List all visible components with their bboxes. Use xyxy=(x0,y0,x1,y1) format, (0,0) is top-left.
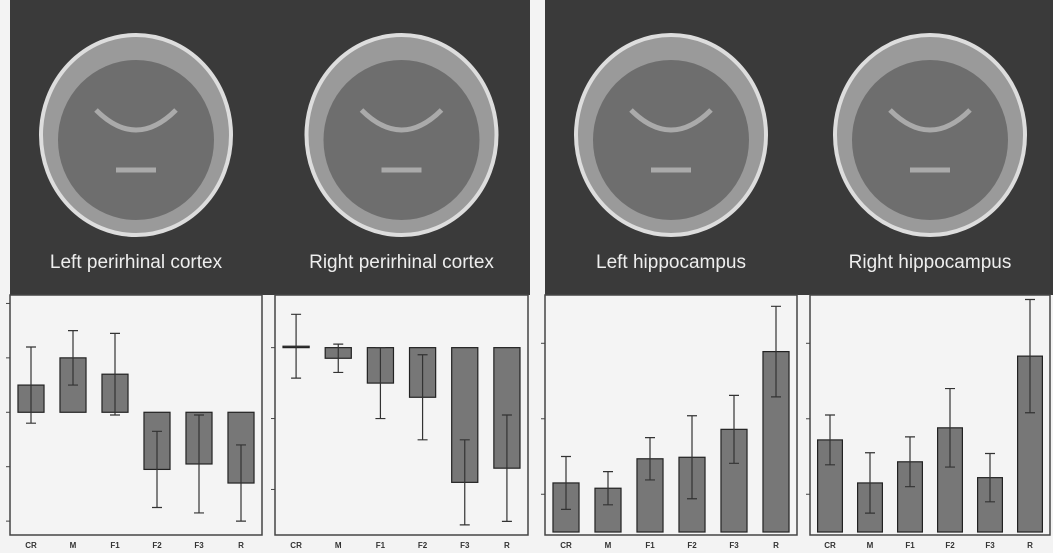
error-bar xyxy=(152,430,162,509)
x-tick-label: F3 xyxy=(194,541,204,550)
brain-inner xyxy=(593,60,749,220)
x-tick-label: M xyxy=(867,541,874,550)
x-tick-label: R xyxy=(238,541,244,550)
x-tick-label: F3 xyxy=(985,541,995,550)
x-tick-label: R xyxy=(773,541,779,550)
x-tick-label: F2 xyxy=(418,541,428,550)
x-tick-label: F1 xyxy=(645,541,655,550)
error-bar xyxy=(110,332,120,416)
x-tick-label: R xyxy=(504,541,510,550)
panel-title: Right hippocampus xyxy=(849,252,1012,273)
x-tick-label: F2 xyxy=(152,541,162,550)
error-bar xyxy=(729,394,739,464)
x-tick-label: M xyxy=(70,541,77,550)
error-bar xyxy=(333,343,344,374)
error-bar xyxy=(825,414,835,466)
error-bar xyxy=(771,305,781,398)
error-bar xyxy=(459,439,470,526)
plot-frame xyxy=(9,294,263,536)
error-bar xyxy=(645,437,655,481)
x-tick-label: M xyxy=(335,541,342,550)
x-tick-label: F1 xyxy=(110,541,120,550)
error-bar xyxy=(985,452,995,503)
panel-title: Left perirhinal cortex xyxy=(50,252,223,273)
plot-frame xyxy=(544,294,798,536)
brain-detail xyxy=(359,108,444,173)
error-bar xyxy=(236,444,246,522)
error-bar xyxy=(417,354,428,441)
plot-frame xyxy=(274,294,529,536)
bar xyxy=(976,477,1003,533)
brain-inner xyxy=(852,60,1008,220)
plot-frame xyxy=(809,294,1051,536)
x-tick-label: CR xyxy=(25,541,37,550)
error-bar xyxy=(291,313,302,379)
error-bar xyxy=(501,414,512,522)
error-bar xyxy=(1025,298,1035,414)
brain-detail xyxy=(94,108,178,173)
x-tick-label: CR xyxy=(290,541,302,550)
error-bar xyxy=(375,347,386,420)
x-tick-label: F1 xyxy=(905,541,915,550)
x-tick-label: F3 xyxy=(460,541,470,550)
brain-inner xyxy=(58,60,214,220)
brain-detail xyxy=(888,108,972,173)
x-tick-label: F2 xyxy=(945,541,955,550)
bar xyxy=(594,487,622,533)
x-tick-label: CR xyxy=(824,541,836,550)
x-tick-label: R xyxy=(1027,541,1033,550)
error-bar xyxy=(945,387,955,468)
x-tick-label: M xyxy=(605,541,612,550)
error-bar xyxy=(603,471,613,506)
panel-title: Right perirhinal cortex xyxy=(309,252,494,273)
error-bar xyxy=(561,455,571,510)
x-tick-label: F1 xyxy=(376,541,386,550)
brain-detail xyxy=(629,108,713,173)
brain-inner xyxy=(323,60,480,220)
panel-title: Left hippocampus xyxy=(596,252,746,273)
error-bar xyxy=(865,452,875,514)
x-tick-label: F2 xyxy=(687,541,697,550)
error-bar xyxy=(194,414,204,514)
error-bar xyxy=(68,330,78,386)
error-bar xyxy=(905,436,915,488)
error-bar xyxy=(687,415,697,500)
x-tick-label: CR xyxy=(560,541,572,550)
error-bar xyxy=(26,346,36,424)
x-tick-label: F3 xyxy=(729,541,739,550)
